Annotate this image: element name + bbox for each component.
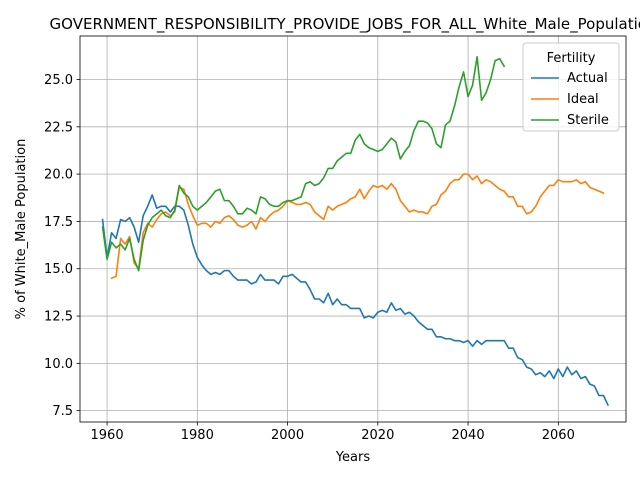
x-tick-label: 1960	[91, 428, 124, 443]
plot-frame	[79, 35, 627, 423]
y-tick-label: 17.5	[44, 215, 73, 230]
x-axis-label: Years	[335, 450, 371, 465]
y-tick-label: 15.0	[44, 262, 73, 277]
series-layer	[101, 56, 610, 407]
x-tick-label: 2020	[361, 428, 394, 443]
legend-label-actual: Actual	[567, 71, 608, 86]
y-tick-label: 12.5	[44, 310, 73, 325]
series-line-ideal	[110, 173, 605, 280]
legend-label-sterile: Sterile	[567, 113, 609, 128]
x-tick-label: 2060	[542, 428, 575, 443]
legend-box	[522, 42, 620, 132]
x-tick-label: 2000	[271, 428, 304, 443]
y-axis-label: % of White_Male Population	[14, 139, 29, 320]
y-axis-ticks: 7.5 10.0 12.5 15.0 17.5 20.0 22.5 25.0	[44, 73, 80, 419]
legend-label-ideal: Ideal	[567, 92, 599, 107]
x-tick-label: 1980	[181, 428, 214, 443]
x-axis-ticks: 1960 1980 2000 2020 2040 2060	[91, 422, 575, 443]
grid-lines	[80, 36, 626, 422]
y-tick-label: 10.0	[44, 357, 73, 372]
y-tick-label: 20.0	[44, 168, 73, 183]
chart-title: GOVERNMENT_RESPONSIBILITY_PROVIDE_JOBS_F…	[50, 15, 640, 34]
x-tick-label: 2040	[452, 428, 485, 443]
series-line-sterile	[101, 56, 506, 272]
y-tick-label: 22.5	[44, 120, 73, 135]
y-tick-label: 25.0	[44, 73, 73, 88]
y-tick-label: 7.5	[52, 404, 73, 419]
legend-title: Fertility	[547, 51, 596, 66]
legend: Fertility Actual Ideal Sterile	[522, 42, 620, 132]
series-line-actual	[101, 194, 610, 407]
